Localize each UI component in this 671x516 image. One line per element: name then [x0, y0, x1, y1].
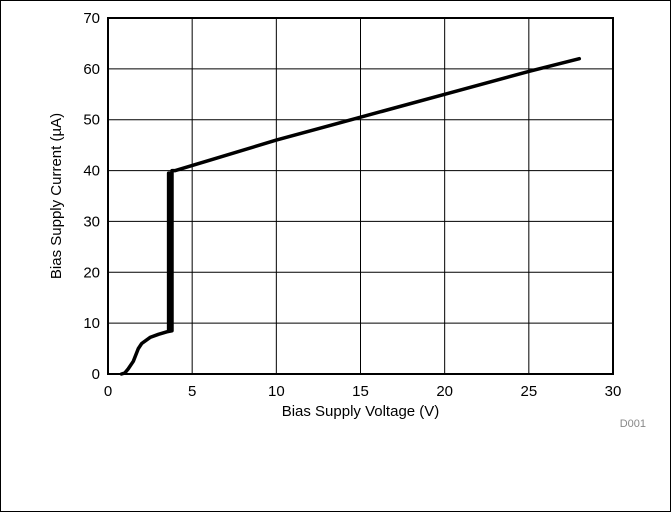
- x-tick-label: 15: [352, 383, 369, 400]
- y-tick-label: 70: [83, 10, 100, 27]
- series-group: [119, 56, 582, 376]
- y-tick-label: 0: [92, 366, 100, 383]
- x-tick-label: 5: [188, 383, 196, 400]
- x-axis-label: Bias Supply Voltage (V): [282, 403, 440, 420]
- y-tick-label: 60: [83, 61, 100, 78]
- x-tick-label: 20: [436, 383, 453, 400]
- x-tick-label: 25: [520, 383, 537, 400]
- y-tick-label: 10: [83, 315, 100, 332]
- x-tick-label: 30: [605, 383, 622, 400]
- y-tick-label: 40: [83, 163, 100, 180]
- grid-lines: [107, 17, 614, 375]
- plot-area-border: [107, 17, 614, 375]
- y-tick-labels: 0 10 20 30 40 50 60 70: [83, 10, 100, 383]
- y-tick-label: 20: [83, 264, 100, 281]
- figure-code: D001: [620, 418, 646, 430]
- series-line-0: [119, 56, 582, 376]
- y-tick-label: 30: [83, 213, 100, 230]
- series-line-1: [166, 171, 173, 333]
- y-tick-label: 50: [83, 112, 100, 129]
- x-tick-label: 0: [104, 383, 112, 400]
- y-axis-label: Bias Supply Current (µA): [48, 113, 65, 279]
- x-tick-label: 10: [268, 383, 285, 400]
- x-tick-labels: 0 5 10 15 20 25 30: [104, 383, 622, 400]
